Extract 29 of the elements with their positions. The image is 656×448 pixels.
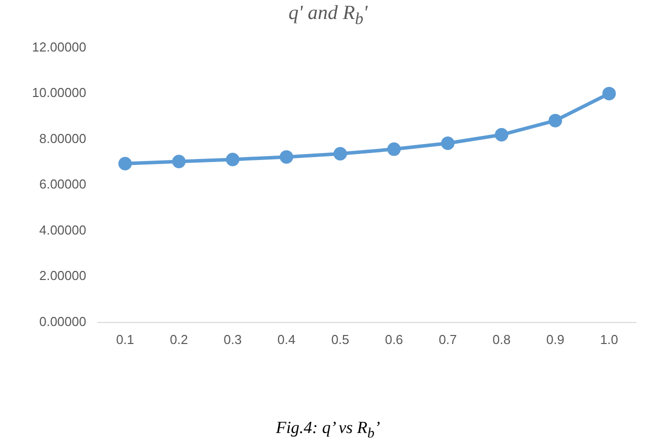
y-tick-label: 6.00000	[39, 176, 86, 192]
point	[226, 152, 240, 166]
x-tick-label: 0.3	[224, 332, 242, 347]
x-tick-label: 0.5	[331, 332, 350, 347]
x-tick-label: 0.4	[277, 332, 296, 347]
y-tick-label: 0.00000	[39, 314, 86, 329]
x-tick-label: 0.7	[438, 332, 457, 347]
point	[118, 156, 132, 170]
y-tick-label: 4.00000	[39, 222, 86, 238]
caption: Fig.4: q’ vs R$_{b}$’	[274, 418, 382, 442]
x-tick-label: 0.2	[170, 332, 188, 347]
point	[333, 147, 347, 160]
x-tick-label: 1.0	[600, 332, 618, 347]
point	[172, 154, 186, 168]
point	[602, 86, 616, 100]
point	[280, 150, 294, 164]
x-tick-label: 0.1	[116, 332, 134, 347]
point	[441, 136, 455, 150]
y-tick-label: 2.00000	[39, 268, 86, 284]
x-tick-label: 0.6	[384, 332, 404, 347]
x-tick-label: 0.8	[492, 332, 511, 347]
y-tick-label: 10.00000	[32, 85, 86, 100]
point	[387, 142, 401, 156]
y-tick-label: 12.00000	[32, 39, 86, 54]
point	[494, 128, 508, 142]
y-tick-label: 8.00000	[39, 130, 86, 146]
point	[548, 114, 562, 128]
chart-title: q' and R$_{b}$'	[287, 2, 369, 29]
x-tick-label: 0.9	[546, 332, 564, 347]
